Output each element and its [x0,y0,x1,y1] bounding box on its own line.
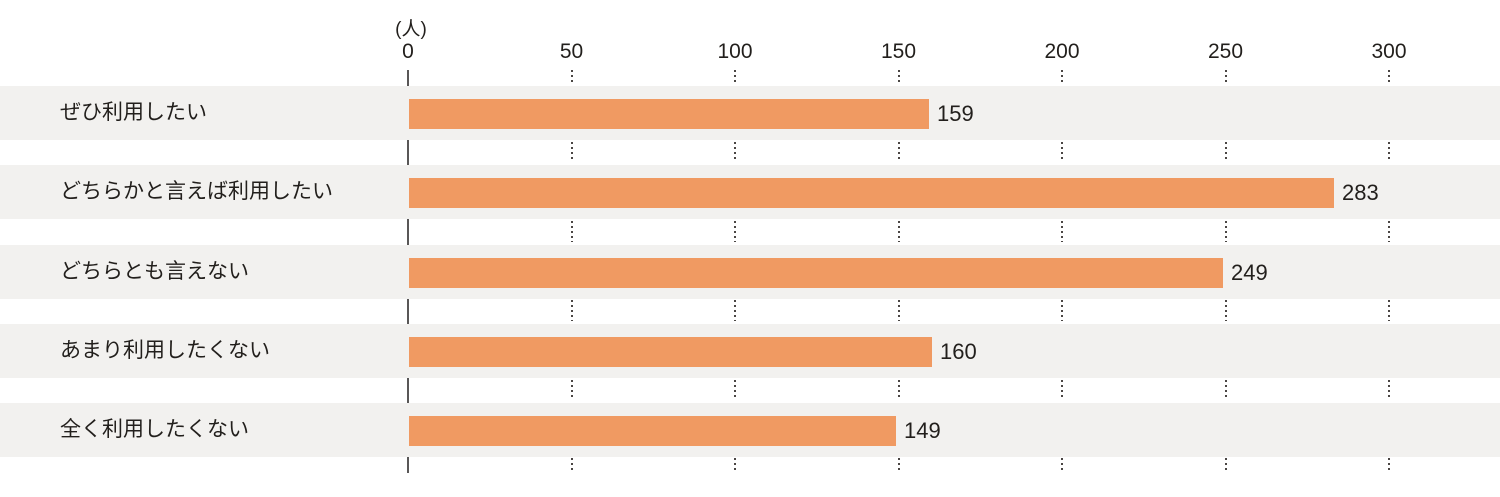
gridline-50-seg-5 [570,458,573,473]
x-tick-label-300: 300 [1371,40,1407,63]
value-label-4: 149 [904,418,941,443]
category-label-4: 全く利用したくない [60,418,249,441]
gridline-300-seg-0 [1388,70,1390,85]
gridline-150-seg-1 [897,142,900,162]
gridline-200-seg-2 [1061,221,1063,242]
gridline-50-seg-0 [570,70,573,85]
value-label-3: 160 [940,339,977,364]
x-tick-label-200: 200 [1044,40,1080,63]
x-tick-label-0: 0 [402,40,414,63]
category-label-0: ぜひ利用したい [60,101,207,124]
axis-unit-label: (人) [395,19,427,40]
gridline-200-seg-4 [1061,380,1063,400]
bar-4 [409,416,896,446]
gridline-200-seg-0 [1061,70,1063,85]
gridline-150-seg-2 [897,221,900,242]
gridline-50-seg-3 [570,300,573,321]
x-tick-label-150: 150 [880,40,917,63]
gridline-100-seg-5 [734,458,736,473]
gridline-250-seg-4 [1224,380,1227,400]
gridline-250-seg-1 [1224,142,1227,162]
value-label-2: 249 [1231,260,1268,285]
gridline-50-seg-4 [570,380,573,400]
value-label-0: 159 [937,101,974,126]
value-label-1: 283 [1342,180,1379,205]
gridline-50-seg-2 [570,221,573,242]
gridline-250-seg-2 [1224,221,1227,242]
bar-0 [409,99,929,129]
gridline-200-seg-5 [1061,458,1063,473]
gridline-150-seg-0 [897,70,900,85]
gridline-300-seg-5 [1388,458,1390,473]
gridline-250-seg-3 [1224,300,1227,321]
bar-3 [409,337,932,367]
gridline-300-seg-4 [1388,380,1390,400]
x-tick-label-250: 250 [1207,40,1244,63]
gridline-50-seg-1 [570,142,573,162]
gridline-100-seg-0 [734,70,736,85]
gridline-250-seg-0 [1224,70,1227,85]
gridline-150-seg-3 [897,300,900,321]
category-label-3: あまり利用したくない [60,339,270,362]
gridline-300-seg-1 [1388,142,1390,162]
gridline-100-seg-2 [734,221,736,242]
gridline-300-seg-3 [1388,300,1390,321]
gridline-100-seg-3 [734,300,736,321]
bar-1 [409,178,1334,208]
category-label-2: どちらとも言えない [60,260,249,283]
gridline-150-seg-5 [897,458,900,473]
category-label-1: どちらかと言えば利用したい [60,180,333,203]
gridline-100-seg-1 [734,142,736,162]
gridline-250-seg-5 [1224,458,1227,473]
gridline-200-seg-1 [1061,142,1063,162]
gridline-300-seg-2 [1388,221,1390,242]
bar-2 [409,258,1223,288]
gridline-150-seg-4 [897,380,900,400]
x-tick-label-50: 50 [559,40,584,63]
gridline-200-seg-3 [1061,300,1063,321]
gridline-100-seg-4 [734,380,736,400]
x-tick-label-100: 100 [717,40,753,63]
